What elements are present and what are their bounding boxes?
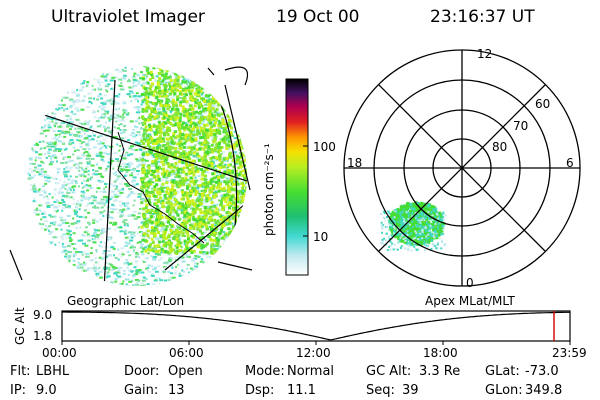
alt-xtick-1800: 18:00 [423,346,458,360]
polar-grid [343,49,581,287]
alt-ytick-top: 9.0 [33,308,53,322]
info-glat-label: GLat: [485,364,520,379]
alt-xtick-1200: 12:00 [296,346,331,360]
app-title: Ultraviolet Imager [51,7,205,27]
colorbar-unit-label: photon cm⁻²s⁻¹ [262,143,276,236]
mlt-label-12: 12 [477,47,493,61]
alt-xtick-0000: 00:00 [42,346,77,360]
altitude-plot [61,310,571,345]
info-mode-value: Normal [287,364,335,379]
info-gcalt-label: GC Alt: [366,364,412,379]
header-time: 23:16:37 UT [430,7,535,27]
alt-ytick-bottom: 1.8 [33,329,53,343]
info-flt-label: Flt: [10,364,31,379]
colorbar [285,78,309,276]
info-flt-value: LBHL [36,364,70,379]
colorbar-tick-100: 100 [313,140,336,154]
info-dsp-value: 11.1 [287,383,316,398]
geo-caption: Geographic Lat/Lon [67,294,185,308]
info-gain-value: 13 [168,383,185,398]
info-glon-label: GLon: [485,383,523,398]
info-seq-value: 39 [402,383,419,398]
alt-xtick-0600: 06:00 [169,346,204,360]
mlt-label-0: 0 [466,276,474,290]
info-mode-label: Mode: [245,364,285,379]
lat-label-70: 70 [513,119,529,133]
info-seq-label: Seq: [366,383,395,398]
geo-grid-outside [9,66,253,281]
mlt-label-18: 18 [347,156,363,170]
info-ip-value: 9.0 [36,383,57,398]
colorbar-tick-10: 10 [313,230,329,244]
info-ip-label: IP: [10,383,27,398]
alt-xtick-2359: 23:59 [552,346,587,360]
mlt-label-6: 6 [566,156,574,170]
alt-ylabel: GC Alt [13,307,27,345]
lat-label-80: 80 [492,140,508,154]
info-gain-label: Gain: [124,383,159,398]
polar-plot [343,49,581,287]
info-glon-value: 349.8 [525,383,563,398]
info-dsp-label: Dsp: [245,383,275,398]
info-glat-value: -73.0 [525,364,559,379]
info-gcalt-value: 3.3 Re [419,364,461,379]
info-door-value: Open [168,364,203,379]
geographic-image [9,66,253,286]
lat-label-60: 60 [535,97,551,111]
header-date: 19 Oct 00 [276,7,360,27]
info-door-label: Door: [124,364,160,379]
polar-caption: Apex MLat/MLT [425,294,515,308]
